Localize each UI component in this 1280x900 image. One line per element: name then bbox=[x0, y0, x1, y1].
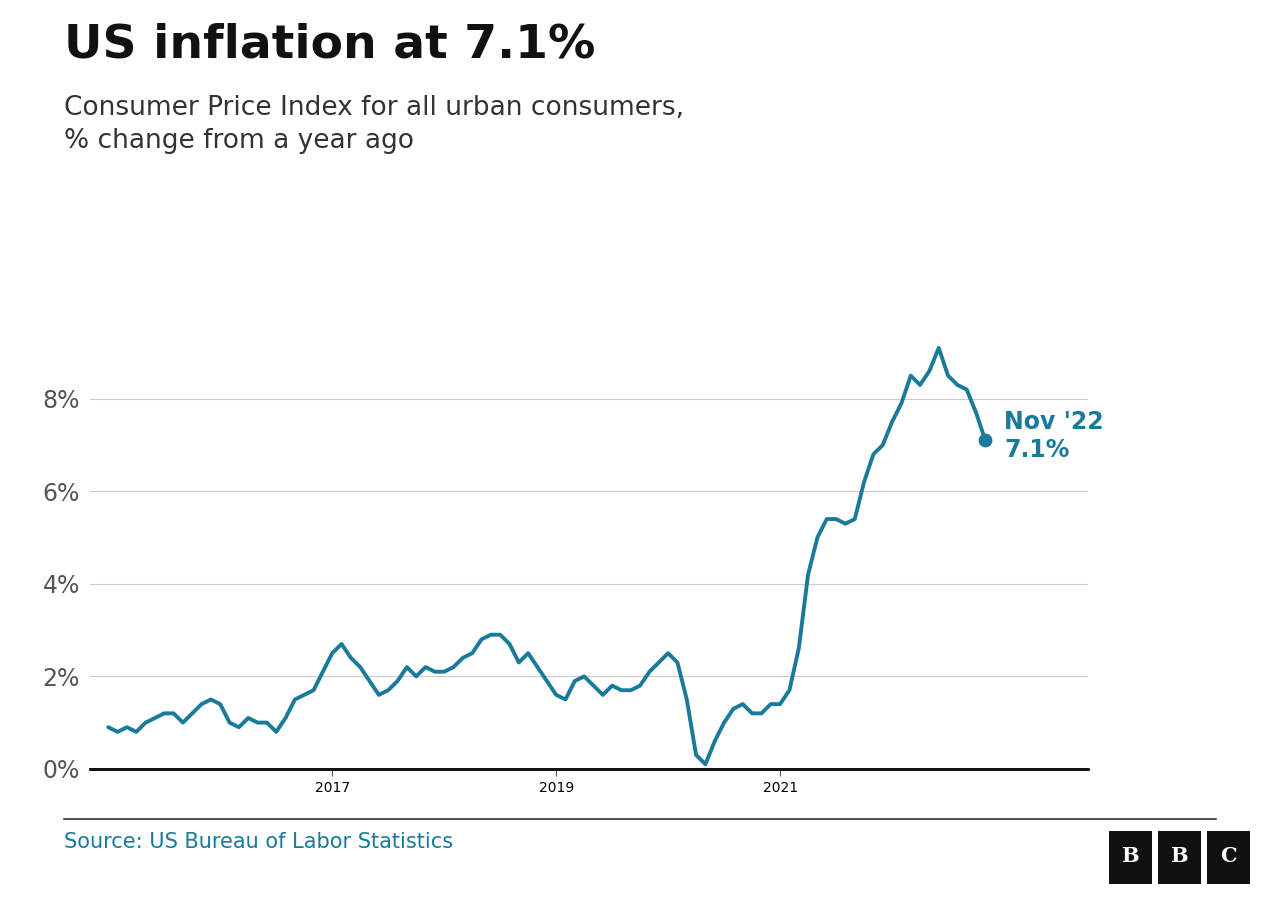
Text: Nov '22
7.1%: Nov '22 7.1% bbox=[1004, 410, 1103, 462]
Text: B: B bbox=[1121, 846, 1139, 866]
Bar bbox=[1207, 831, 1251, 884]
Text: B: B bbox=[1170, 846, 1188, 866]
Text: C: C bbox=[1220, 846, 1236, 866]
Text: Consumer Price Index for all urban consumers,
% change from a year ago: Consumer Price Index for all urban consu… bbox=[64, 94, 684, 155]
Text: US inflation at 7.1%: US inflation at 7.1% bbox=[64, 22, 595, 68]
Bar bbox=[1108, 831, 1152, 884]
Point bbox=[975, 433, 996, 447]
Bar bbox=[1157, 831, 1201, 884]
Text: Source: US Bureau of Labor Statistics: Source: US Bureau of Labor Statistics bbox=[64, 832, 453, 852]
